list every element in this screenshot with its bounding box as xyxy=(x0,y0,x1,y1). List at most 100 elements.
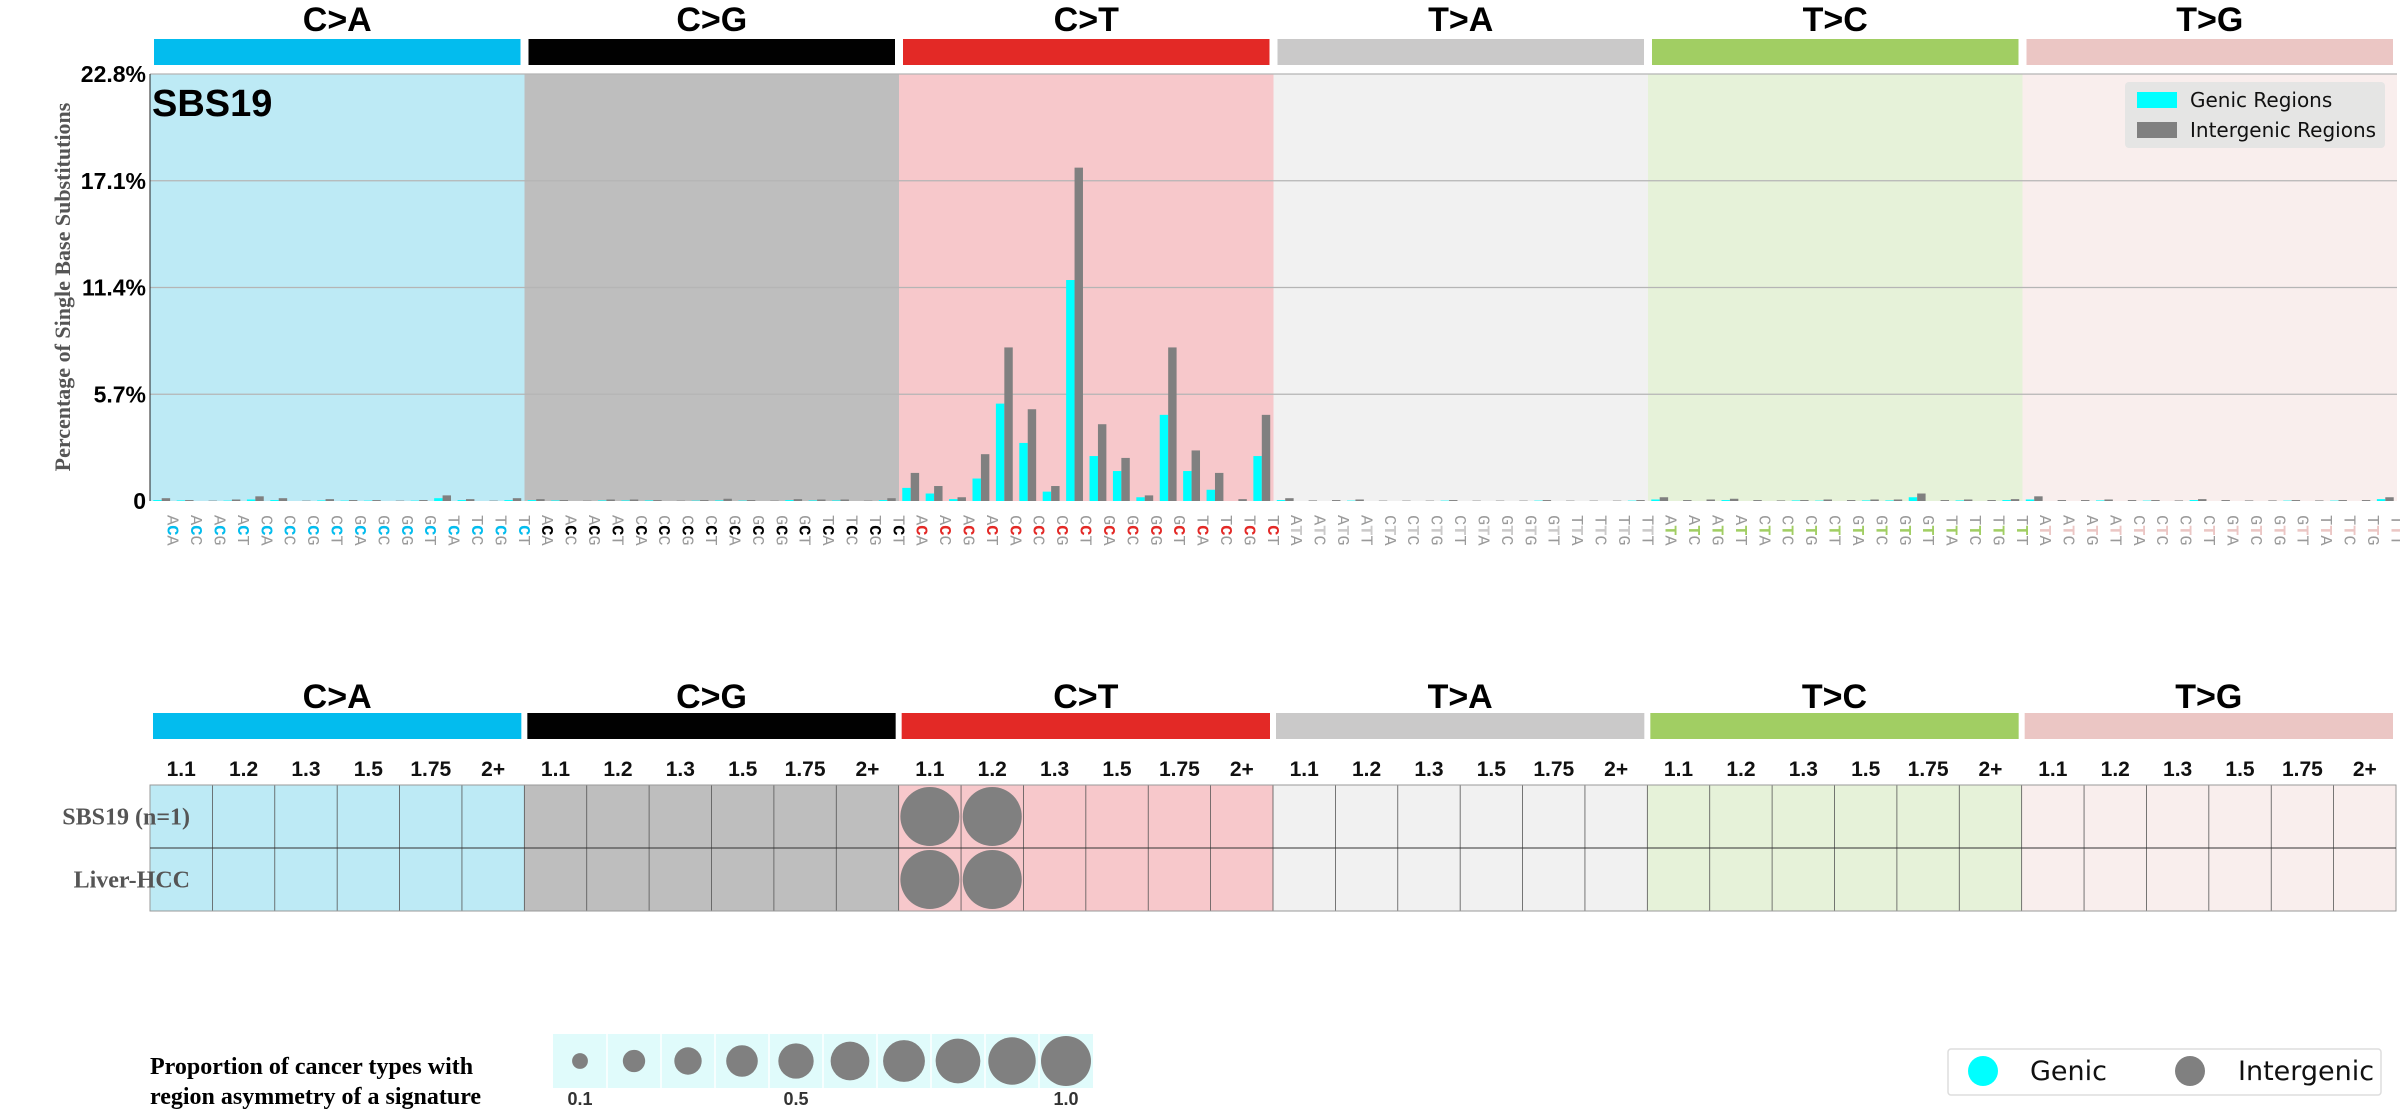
intergenic-bar xyxy=(255,496,264,501)
mutation-type-title: T>A xyxy=(1428,678,1493,716)
category-tick-label: ACT xyxy=(232,515,251,546)
proportion-legend-label: 1.0 xyxy=(1053,1089,1078,1109)
odds-ratio-label: 1.2 xyxy=(2101,758,2130,781)
intergenic-bar xyxy=(653,500,662,501)
category-tick-label: ATC xyxy=(1683,515,1702,546)
intergenic-bar xyxy=(1074,167,1083,501)
legend-label-intergenic: Intergenic Regions xyxy=(2190,118,2376,142)
category-tick-label: CTC xyxy=(1777,515,1796,546)
genic-bar xyxy=(1908,497,1918,501)
category-tick-label: TCG xyxy=(1238,515,1257,546)
intergenic-bar xyxy=(957,497,966,501)
category-tick-label: GCC xyxy=(372,515,391,546)
category-tick-label: CCC xyxy=(653,515,672,546)
genic-bar xyxy=(1112,471,1122,501)
mutation-type-title: T>G xyxy=(2175,678,2242,716)
genic-bar xyxy=(504,500,513,501)
intergenic-bar xyxy=(1004,347,1013,501)
category-tick-label: TCA xyxy=(1192,515,1211,546)
category-tick-label: CTT xyxy=(1449,515,1468,546)
category-tick-label: CTC xyxy=(1402,515,1421,546)
proportion-legend-circle xyxy=(572,1053,588,1069)
genic-bar xyxy=(1136,497,1145,501)
category-tick-label: TTG xyxy=(1987,515,2006,546)
intergenic-bar xyxy=(1027,409,1037,501)
genic-bar xyxy=(1183,471,1192,501)
genic-bar xyxy=(1042,491,1052,501)
intergenic-bar xyxy=(1214,472,1224,501)
category-tick-label: TCC xyxy=(1215,515,1234,546)
category-tick-label: CTA xyxy=(1379,515,1398,546)
category-tick-label: ATA xyxy=(2034,515,2053,546)
odds-ratio-label: 1.3 xyxy=(1414,758,1443,781)
proportion-legend-circle xyxy=(830,1041,870,1081)
category-tick-label: TCG xyxy=(489,515,508,546)
asymmetry-circle xyxy=(900,787,960,846)
category-tick-label: CTT xyxy=(1824,515,1843,546)
category-tick-label: CTG xyxy=(2175,515,2194,546)
proportion-legend-circle xyxy=(622,1049,646,1073)
category-tick-label: TCA xyxy=(443,515,462,546)
genic-bar xyxy=(1159,414,1169,501)
genic-bar xyxy=(1089,456,1098,501)
genic-bar xyxy=(1253,456,1262,501)
legend-swatch-intergenic xyxy=(2137,122,2177,138)
category-tick-label: CCA xyxy=(255,515,274,546)
category-tick-label: ACA xyxy=(162,515,181,546)
intergenic-bar xyxy=(2151,500,2160,501)
intergenic-bar xyxy=(2010,499,2020,501)
odds-ratio-label: 1.2 xyxy=(229,758,258,781)
mutation-type-title: C>T xyxy=(1053,678,1118,716)
y-tick-label: 0 xyxy=(133,488,146,514)
strand-legend-box xyxy=(1947,1048,2382,1096)
intergenic-bar xyxy=(372,500,381,501)
odds-ratio-label: 1.5 xyxy=(354,758,384,781)
odds-ratio-label: 2+ xyxy=(2353,758,2377,781)
intergenic-bar xyxy=(2361,500,2371,501)
legend-box xyxy=(2125,82,2385,148)
intergenic-bar xyxy=(606,499,615,501)
mutation-type-title: C>A xyxy=(303,678,372,716)
odds-ratio-label: 1.2 xyxy=(603,758,632,781)
intergenic-bar xyxy=(700,500,709,501)
strand-legend-intergenic-marker xyxy=(2175,1056,2205,1086)
category-tick-label: GCG xyxy=(770,515,789,546)
mutation-type-bar xyxy=(153,713,522,739)
intergenic-bar xyxy=(1917,493,1926,501)
category-tick-label: TCC xyxy=(840,515,859,546)
odds-ratio-label: 2+ xyxy=(481,758,505,781)
odds-ratio-label: 1.5 xyxy=(1102,758,1132,781)
category-tick-label: CCG xyxy=(302,515,321,546)
intergenic-bar xyxy=(2338,500,2347,501)
intergenic-bar xyxy=(793,499,803,501)
intergenic-bar xyxy=(1449,500,1458,501)
category-tick-label: CCA xyxy=(1004,515,1023,546)
intergenic-bar xyxy=(442,495,452,501)
odds-ratio-label: 1.75 xyxy=(785,758,826,781)
intergenic-bar xyxy=(1144,495,1154,501)
intergenic-bar xyxy=(161,498,171,501)
odds-ratio-label: 1.1 xyxy=(1664,758,1694,781)
genic-bar xyxy=(527,500,537,501)
category-tick-label: TTT xyxy=(2385,515,2400,546)
genic-bar xyxy=(1791,500,1801,501)
intergenic-bar xyxy=(2127,500,2137,501)
strand-legend-genic-marker xyxy=(1968,1056,1998,1086)
intergenic-bar xyxy=(723,498,732,501)
genic-bar xyxy=(551,500,560,501)
category-tick-label: ACA xyxy=(911,515,930,546)
category-tick-label: GCA xyxy=(1098,515,1117,546)
genic-bar xyxy=(785,500,794,501)
intergenic-bar xyxy=(1191,450,1201,501)
genic-bar xyxy=(902,487,911,501)
genic-bar xyxy=(1721,500,1730,501)
category-tick-label: ATC xyxy=(1309,515,1328,546)
category-tick-label: TCC xyxy=(466,515,485,546)
category-tick-label: ATT xyxy=(2104,515,2123,546)
signature-profile-panel: C>A C>G C>T T>A T>C T>G 0 5.7% 11.4% 17.1% 22.8%Pe… xyxy=(50,1,2400,546)
category-tick-label: TTC xyxy=(2338,515,2357,546)
mutation-type-title: C>T xyxy=(1054,1,1119,39)
category-tick-label: TTA xyxy=(1941,515,1960,546)
signature-label: SBS19 xyxy=(152,83,272,125)
